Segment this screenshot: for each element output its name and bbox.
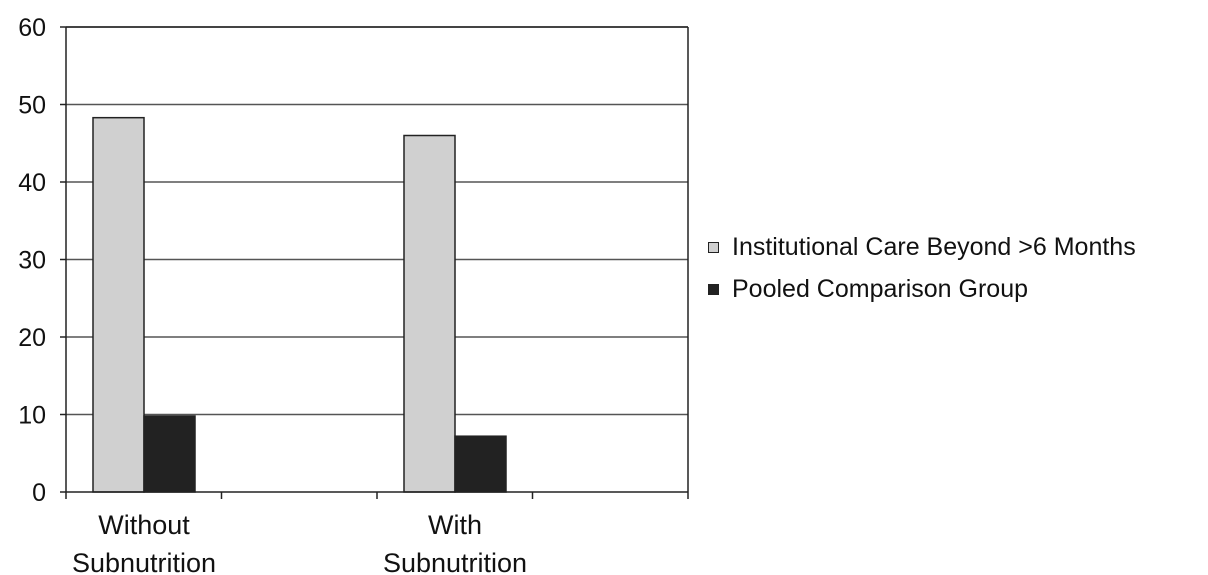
- legend-swatch-dark-icon: [708, 283, 719, 295]
- y-tick-label: 0: [32, 479, 46, 507]
- x-category-label: With: [428, 510, 482, 540]
- bar-pooled-comparison: [143, 415, 196, 493]
- y-tick-label: 40: [18, 169, 46, 197]
- legend-item-institutional-care: Institutional Care Beyond >6 Months: [708, 226, 1136, 268]
- bar-pooled-comparison: [454, 435, 507, 493]
- legend-swatch-light-icon: [708, 241, 719, 253]
- y-tick-label: 60: [18, 14, 46, 42]
- bar-institutional-care: [403, 134, 456, 493]
- y-tick-label: 30: [18, 247, 46, 275]
- legend-item-pooled-comparison: Pooled Comparison Group: [708, 268, 1136, 310]
- x-category-label: Subnutrition: [383, 548, 527, 575]
- y-tick-label: 20: [18, 324, 46, 352]
- y-tick-label: 50: [18, 92, 46, 120]
- x-category-label: Without: [98, 510, 190, 540]
- axes: [60, 26, 689, 499]
- bars: [92, 116, 507, 493]
- legend-label-pooled-comparison: Pooled Comparison Group: [732, 274, 1028, 303]
- legend: Institutional Care Beyond >6 Months Pool…: [708, 226, 1136, 310]
- x-axis-labels: Without Subnutrition With Subnutrition: [72, 510, 527, 575]
- bar-institutional-care: [92, 116, 145, 493]
- x-category-label: Subnutrition: [72, 548, 216, 575]
- legend-label-institutional-care: Institutional Care Beyond >6 Months: [732, 232, 1136, 261]
- gridlines: [66, 26, 688, 416]
- y-axis-ticks: 0 10 20 30 40 50 60: [18, 14, 46, 507]
- y-tick-label: 10: [18, 402, 46, 430]
